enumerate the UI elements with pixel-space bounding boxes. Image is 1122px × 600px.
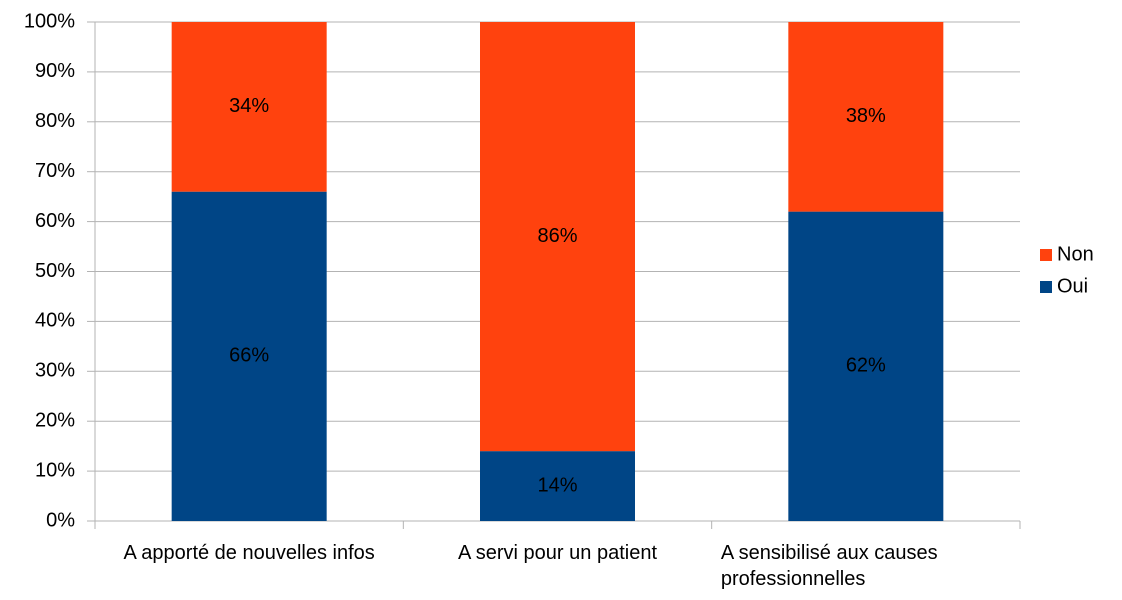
y-tick-label: 100% <box>24 10 75 32</box>
bar-segment <box>480 451 635 521</box>
legend-label: Non <box>1057 243 1094 265</box>
y-tick-label: 90% <box>35 60 75 82</box>
y-tick-label: 30% <box>35 360 75 382</box>
data-label: 66% <box>229 345 269 367</box>
y-tick-label: 0% <box>46 509 75 531</box>
y-tick-label: 20% <box>35 409 75 431</box>
data-label: 62% <box>846 355 886 377</box>
y-tick-label: 60% <box>35 210 75 232</box>
x-tick-label: A servi pour un patient <box>457 542 657 564</box>
data-label: 14% <box>537 474 577 496</box>
x-tick-label: A sensibilisé aux causes professionnelle… <box>720 542 938 590</box>
x-tick-label: A apporté de nouvelles infos <box>123 542 375 564</box>
x-tick-label-box: A sensibilisé aux causes professionnelle… <box>716 540 1016 592</box>
y-tick-label: 70% <box>35 160 75 182</box>
bar-segment <box>171 22 327 192</box>
bar-segment <box>171 191 327 521</box>
x-tick-label-box: A servi pour un patient <box>408 540 708 566</box>
legend-swatch <box>1040 249 1052 261</box>
y-tick-label: 50% <box>35 260 75 282</box>
data-label: 34% <box>229 95 269 117</box>
y-tick-label: 40% <box>35 310 75 332</box>
data-label: 38% <box>846 105 886 127</box>
legend-label: Oui <box>1057 275 1088 297</box>
data-label: 86% <box>537 225 577 247</box>
legend-swatch <box>1040 281 1052 293</box>
bar-segment <box>480 22 635 452</box>
x-tick-label-box: A apporté de nouvelles infos <box>99 540 399 566</box>
y-tick-label: 80% <box>35 110 75 132</box>
bar-segment <box>788 211 944 521</box>
y-tick-label: 10% <box>35 459 75 481</box>
bar-segment <box>788 22 944 212</box>
